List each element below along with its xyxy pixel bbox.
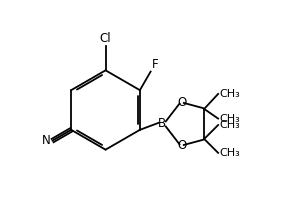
Text: CH₃: CH₃ xyxy=(219,120,240,130)
Text: O: O xyxy=(177,139,186,152)
Text: CH₃: CH₃ xyxy=(219,148,240,158)
Text: CH₃: CH₃ xyxy=(219,89,240,99)
Text: B: B xyxy=(158,117,166,130)
Text: Cl: Cl xyxy=(100,32,111,45)
Text: F: F xyxy=(152,57,158,71)
Text: N: N xyxy=(42,134,51,147)
Text: CH₃: CH₃ xyxy=(219,114,240,124)
Text: O: O xyxy=(177,96,186,109)
